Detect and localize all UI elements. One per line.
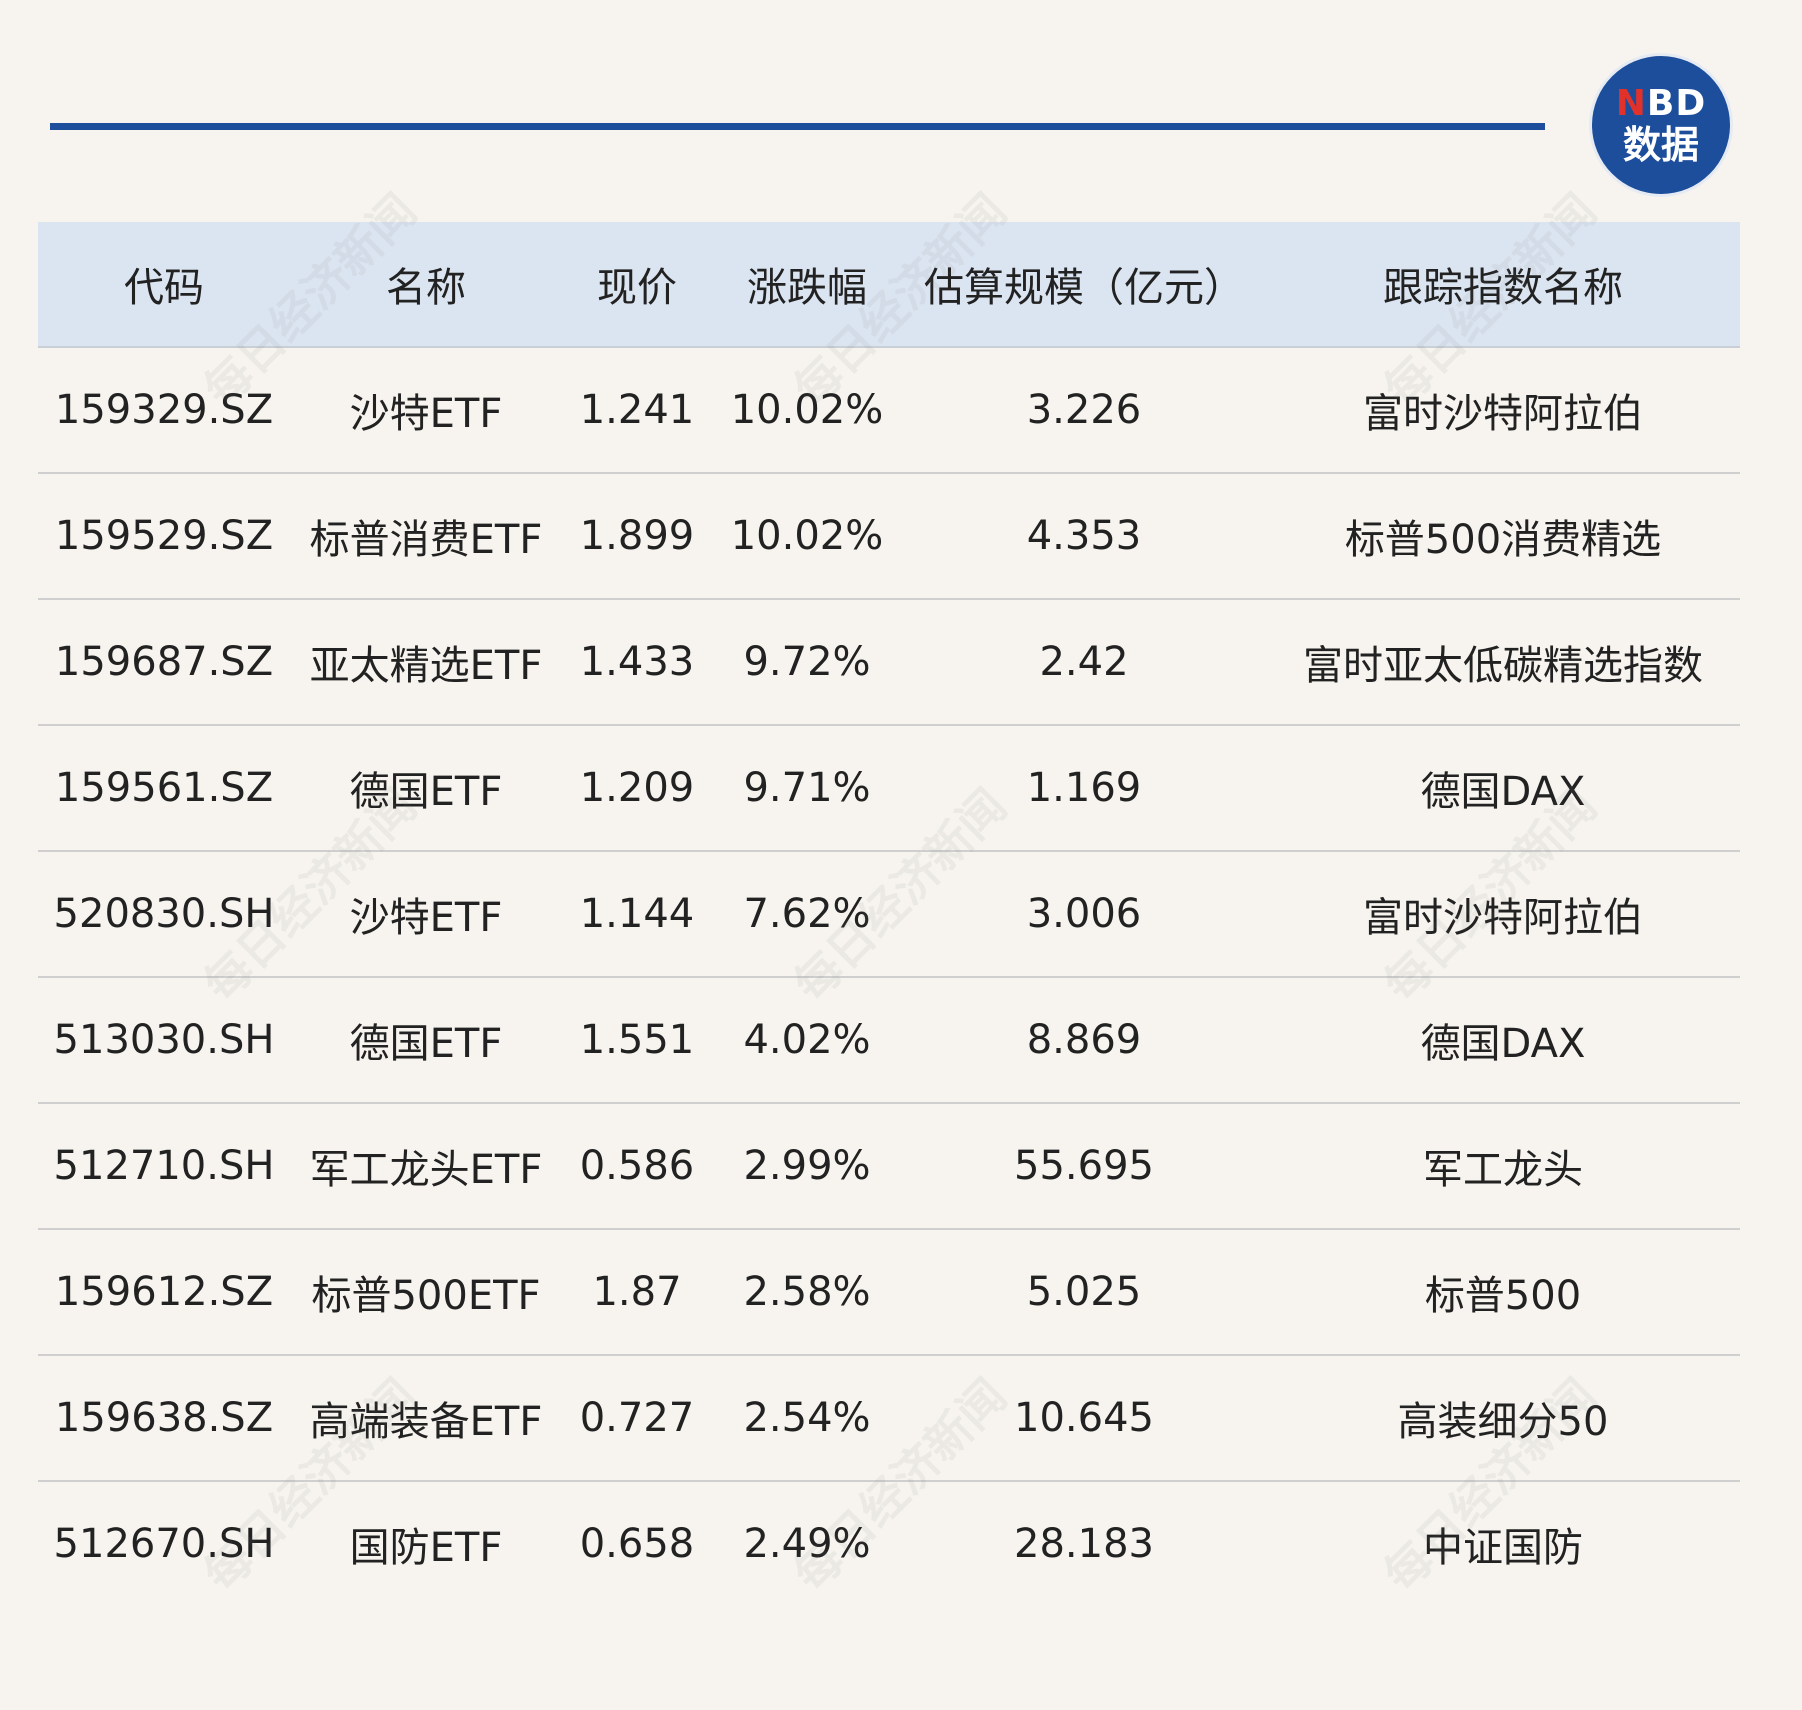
table-row: 159612.SZ 标普500ETF 1.87 2.58% 5.025 标普500 [38, 1230, 1740, 1356]
header-index: 跟踪指数名称 [1383, 265, 1623, 311]
cell-price: 1.87 [592, 1269, 682, 1315]
cell-price: 0.586 [579, 1143, 695, 1189]
table-row: 520830.SH 沙特ETF 1.144 7.62% 3.006 富时沙特阿拉伯 [38, 852, 1740, 978]
cell-code: 513030.SH [53, 1017, 275, 1063]
cell-name: 军工龙头ETF [309, 1147, 543, 1193]
cell-price: 0.727 [579, 1395, 695, 1441]
cell-scale: 28.183 [1014, 1521, 1154, 1567]
cell-code: 159687.SZ [54, 639, 274, 685]
cell-code: 159612.SZ [54, 1269, 274, 1315]
cell-scale: 10.645 [1014, 1395, 1154, 1441]
cell-index: 德国DAX [1420, 1021, 1586, 1067]
cell-index: 富时亚太低碳精选指数 [1303, 643, 1703, 689]
cell-scale: 4.353 [1026, 513, 1142, 559]
cell-change: 2.99% [743, 1143, 871, 1189]
cell-change: 7.62% [743, 891, 871, 937]
cell-code: 512710.SH [53, 1143, 275, 1189]
cell-code: 159529.SZ [54, 513, 274, 559]
cell-change: 4.02% [743, 1017, 871, 1063]
cell-index: 高装细分50 [1397, 1399, 1609, 1445]
cell-index: 德国DAX [1420, 769, 1586, 815]
cell-name: 德国ETF [349, 769, 503, 815]
table-row: 159529.SZ 标普消费ETF 1.899 10.02% 4.353 标普500消费精… [38, 474, 1740, 600]
cell-index: 军工龙头 [1423, 1147, 1583, 1193]
header-change: 涨跌幅 [747, 265, 867, 311]
cell-code: 159561.SZ [54, 765, 274, 811]
cell-change: 9.72% [743, 639, 871, 685]
nbd-data-logo: NBD 数据 [1592, 56, 1730, 194]
logo-nbd-text: NBD [1615, 83, 1707, 124]
cell-price: 1.899 [579, 513, 695, 559]
cell-code: 159329.SZ [54, 387, 274, 433]
cell-name: 德国ETF [349, 1021, 503, 1067]
cell-scale: 8.869 [1026, 1017, 1142, 1063]
cell-scale: 3.226 [1026, 387, 1142, 433]
cell-scale: 3.006 [1026, 891, 1142, 937]
logo-data-text: 数据 [1622, 123, 1699, 167]
header-scale: 估算规模（亿元） [924, 265, 1244, 311]
table-row: 159687.SZ 亚太精选ETF 1.433 9.72% 2.42 富时亚太低碳精选指数 [38, 600, 1740, 726]
table-row: 513030.SH 德国ETF 1.551 4.02% 8.869 德国DAX [38, 978, 1740, 1104]
header-price: 现价 [597, 265, 677, 311]
table-row: 159561.SZ 德国ETF 1.209 9.71% 1.169 德国DAX [38, 726, 1740, 852]
header-code: 代码 [124, 265, 204, 311]
cell-price: 1.209 [579, 765, 695, 811]
cell-price: 1.144 [579, 891, 695, 937]
cell-scale: 1.169 [1026, 765, 1142, 811]
header-rule [50, 123, 1545, 130]
cell-price: 0.658 [579, 1521, 695, 1567]
cell-price: 1.241 [579, 387, 695, 433]
cell-name: 高端装备ETF [309, 1399, 543, 1445]
cell-name: 亚太精选ETF [309, 643, 543, 689]
table-row: 159638.SZ 高端装备ETF 0.727 2.54% 10.645 高装细分50 [38, 1356, 1740, 1482]
cell-code: 159638.SZ [54, 1395, 274, 1441]
cell-change: 9.71% [743, 765, 871, 811]
cell-scale: 5.025 [1026, 1269, 1142, 1315]
cell-name: 国防ETF [349, 1525, 503, 1571]
cell-change: 10.02% [730, 387, 884, 433]
cell-price: 1.433 [579, 639, 695, 685]
cell-price: 1.551 [579, 1017, 695, 1063]
header-name: 名称 [386, 265, 466, 311]
cell-name: 标普消费ETF [309, 517, 543, 563]
cell-change: 2.49% [743, 1521, 871, 1567]
table-row: 159329.SZ 沙特ETF 1.241 10.02% 3.226 富时沙特阿拉伯 [38, 348, 1740, 474]
cell-change: 2.58% [743, 1269, 871, 1315]
etf-table: 代码 名称 现价 涨跌幅 估算规模（亿元） 跟踪指数名称 159329.SZ 沙特… [38, 222, 1740, 1606]
cell-change: 2.54% [743, 1395, 871, 1441]
cell-index: 富时沙特阿拉伯 [1363, 391, 1643, 437]
cell-index: 中证国防 [1423, 1525, 1583, 1571]
table-row: 512710.SH 军工龙头ETF 0.586 2.99% 55.695 军工龙头 [38, 1104, 1740, 1230]
cell-index: 标普500 [1424, 1273, 1582, 1319]
cell-change: 10.02% [730, 513, 884, 559]
cell-name: 沙特ETF [349, 391, 503, 437]
cell-name: 沙特ETF [349, 895, 503, 941]
table-row: 512670.SH 国防ETF 0.658 2.49% 28.183 中证国防 [38, 1482, 1740, 1606]
cell-scale: 55.695 [1014, 1143, 1154, 1189]
cell-code: 520830.SH [53, 891, 275, 937]
cell-index: 富时沙特阿拉伯 [1363, 895, 1643, 941]
cell-name: 标普500ETF [311, 1273, 541, 1319]
cell-code: 512670.SH [53, 1521, 275, 1567]
cell-scale: 2.42 [1039, 639, 1129, 685]
cell-index: 标普500消费精选 [1344, 517, 1662, 563]
table-body: 159329.SZ 沙特ETF 1.241 10.02% 3.226 富时沙特阿拉伯 159… [38, 348, 1740, 1606]
table-header: 代码 名称 现价 涨跌幅 估算规模（亿元） 跟踪指数名称 [38, 222, 1740, 348]
